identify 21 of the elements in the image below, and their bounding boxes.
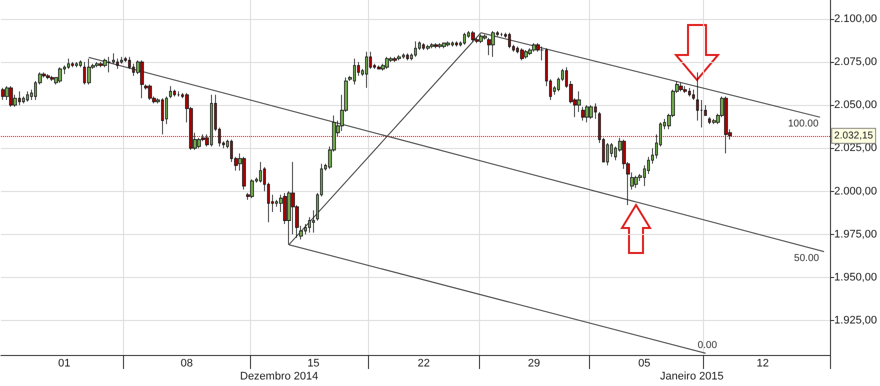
y-tick-label: 1.975,00 [834, 228, 878, 240]
y-tick-label: 2.000,00 [834, 185, 878, 198]
y-tick-label: 2.100,00 [834, 12, 878, 25]
x-tick-label: 22 [418, 358, 430, 370]
series-label: 100.00 [788, 118, 819, 130]
y-tick-label: 2.025,00 [834, 142, 878, 154]
x-tick-label: 01 [58, 358, 70, 370]
y-tick-label: 2.050,00 [834, 99, 878, 112]
x-tick-label: 15 [307, 358, 320, 370]
series-label: 0.00 [698, 340, 718, 351]
text: Dezembro 2014 [240, 370, 318, 382]
y-tick-label: 1.950,00 [834, 271, 878, 284]
ref-line-label: 2.032,15 [834, 130, 874, 142]
text: Janeiro 2015 [660, 370, 724, 382]
y-tick-label: 2.075,00 [834, 56, 878, 68]
x-tick-label: 12 [756, 358, 769, 370]
series-label: 50.00 [794, 253, 820, 264]
x-tick-label: 08 [180, 358, 193, 370]
y-tick-label: 1.925,00 [834, 314, 878, 327]
x-tick-label: 29 [528, 358, 540, 370]
x-tick-label: 05 [638, 358, 650, 370]
